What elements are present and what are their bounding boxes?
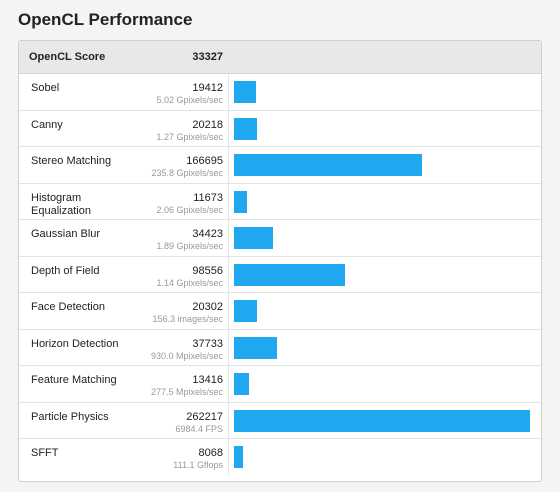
test-rate: 930.0 Mpixels/sec — [150, 350, 223, 361]
test-rate: 5.02 Gpixels/sec — [156, 95, 223, 105]
column-divider — [228, 220, 229, 256]
test-score: 262217 — [186, 410, 223, 423]
test-row: Horizon Detection 37733 930.0 Mpixels/sec — [19, 329, 541, 366]
test-row: Particle Physics 262217 6984.4 FPS — [19, 402, 541, 439]
column-divider — [228, 183, 229, 219]
test-rate: 277.5 Mpixels/sec — [150, 387, 223, 397]
test-name: Sobel — [31, 82, 60, 94]
column-divider — [228, 366, 229, 402]
test-rate: 1.14 Gpixels/sec — [156, 277, 223, 288]
test-name: Particle Physics — [31, 410, 109, 423]
test-score: 8068 — [198, 447, 223, 459]
test-row: Face Detection 20302 156.3 images/sec — [19, 293, 541, 330]
score-bar — [234, 446, 243, 468]
test-rate: 235.8 Gpixels/sec — [151, 168, 223, 178]
test-name: Canny — [31, 118, 63, 131]
test-score: 19412 — [192, 82, 223, 94]
test-rate: 6984.4 FPS — [175, 423, 223, 434]
test-row: Canny 20218 1.27 Gpixels/sec — [19, 110, 541, 147]
score-bar — [234, 190, 247, 213]
test-row: SFFT 8068 111.1 Gflops — [19, 439, 541, 476]
test-score: 98556 — [192, 264, 223, 277]
test-row: Histogram Equalization 11673 2.06 Gpixels/… — [19, 183, 541, 220]
column-divider — [228, 74, 229, 110]
test-row: Depth of Field 98556 1.14 Gpixels/sec — [19, 256, 541, 293]
column-divider — [228, 256, 229, 292]
column-divider — [228, 293, 229, 329]
test-rate: 2.06 Gpixels/sec — [156, 204, 223, 215]
score-bar — [234, 154, 422, 176]
test-name: Histogram Equalization — [31, 191, 91, 217]
score-bar — [234, 263, 345, 286]
opencl-score-value: 33327 — [192, 51, 223, 63]
test-row: Sobel 19412 5.02 Gpixels/sec — [19, 74, 541, 111]
test-rate: 111.1 Gflops — [173, 460, 223, 470]
test-score: 37733 — [192, 337, 223, 350]
score-bar — [234, 117, 257, 140]
test-rate: 1.89 Gpixels/sec — [156, 241, 223, 251]
test-name: Horizon Detection — [31, 337, 119, 350]
test-score: 13416 — [192, 374, 223, 386]
opencl-results-panel: OpenCL Score 33327 Sobel 19412 5.02 Gpixel… — [18, 40, 542, 482]
test-score: 166695 — [186, 155, 223, 167]
score-bar — [234, 81, 256, 103]
page-title: OpenCL Performance — [18, 10, 193, 29]
opencl-score-header: OpenCL Score 33327 — [19, 41, 541, 74]
column-divider — [228, 439, 229, 476]
test-rate: 156.3 images/sec — [152, 314, 223, 324]
test-score: 20302 — [192, 301, 223, 313]
test-name: Feature Matching — [31, 374, 117, 386]
column-divider — [228, 147, 229, 183]
score-bar — [234, 336, 277, 359]
test-rate: 1.27 Gpixels/sec — [156, 131, 223, 142]
test-name: Depth of Field — [31, 264, 100, 277]
test-row: Feature Matching 13416 277.5 Mpixels/sec — [19, 366, 541, 403]
test-name: Gaussian Blur — [31, 228, 101, 240]
test-row: Stereo Matching 166695 235.8 Gpixels/sec — [19, 147, 541, 184]
score-bar — [234, 409, 530, 432]
column-divider — [228, 402, 229, 438]
score-bar — [234, 227, 273, 249]
test-score: 34423 — [192, 228, 223, 240]
test-name: Stereo Matching — [31, 155, 112, 167]
test-score: 11673 — [193, 191, 223, 204]
column-divider — [228, 329, 229, 365]
score-bar — [234, 300, 257, 322]
test-score: 20218 — [192, 118, 223, 131]
test-name: Face Detection — [31, 301, 105, 313]
test-name: SFFT — [31, 447, 59, 459]
column-divider — [228, 110, 229, 146]
opencl-score-label: OpenCL Score — [29, 51, 106, 63]
score-bar — [234, 373, 249, 395]
test-row: Gaussian Blur 34423 1.89 Gpixels/sec — [19, 220, 541, 257]
test-results-list: Sobel 19412 5.02 Gpixels/sec Canny 20218 1.27… — [19, 74, 541, 476]
